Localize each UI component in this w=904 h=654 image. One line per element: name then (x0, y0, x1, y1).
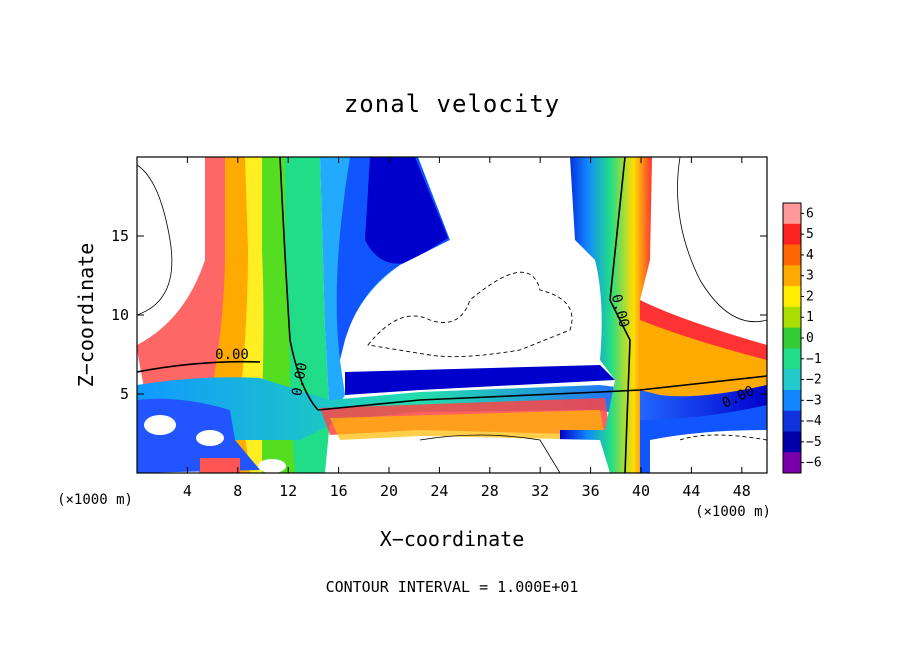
x-tick-label: 8 (233, 482, 242, 500)
colorbar-band (783, 452, 801, 474)
x-tick-label: 24 (430, 482, 448, 500)
colorbar-label: 6 (806, 206, 814, 221)
colorbar-band (783, 348, 801, 370)
x-tick-label: 44 (682, 482, 700, 500)
x-tick-label: 4 (183, 482, 192, 500)
colorbar-label: 2 (806, 289, 814, 304)
colorbar-label: 1 (806, 310, 814, 325)
colorbar-label: 4 (806, 248, 814, 263)
x-tick-label: 36 (582, 482, 600, 500)
x-tick-label: 20 (380, 482, 398, 500)
chart-title: zonal velocity (344, 90, 560, 118)
x-unit-left: (×1000 m) (57, 492, 133, 508)
x-tick-label: 40 (632, 482, 650, 500)
colorbar-band (783, 286, 801, 308)
x-axis-title: X−coordinate (380, 527, 525, 551)
colorbar-band (783, 223, 801, 246)
colorbar: 6 5 4 3 2 1 0 −1 −2 −3 −4 −5 −6 (782, 202, 822, 474)
colorbar-label: −5 (806, 435, 822, 450)
heatmap-field (137, 157, 767, 473)
colorbar-label: −6 (806, 456, 822, 471)
contour-interval-note: CONTOUR INTERVAL = 1.000E+01 (326, 578, 579, 596)
colorbar-band (783, 369, 801, 391)
colorbar-label: 5 (806, 227, 814, 242)
colorbar-band (783, 410, 801, 432)
colorbar-label: −2 (806, 373, 822, 388)
colorbar-band (783, 244, 801, 266)
y-tick-label: 10 (111, 306, 129, 324)
y-axis-title: Z−coordinate (74, 243, 98, 388)
x-tick-label: 16 (330, 482, 348, 500)
x-unit-right: (×1000 m) (695, 504, 771, 520)
contour-lines (137, 157, 767, 473)
x-tick-label: 12 (279, 482, 297, 500)
colorbar-band (783, 327, 801, 349)
x-tick-label: 28 (481, 482, 499, 500)
y-tick-label: 5 (120, 385, 129, 403)
contour-label: 0.00 (289, 361, 311, 397)
x-tick-label: 48 (733, 482, 751, 500)
y-axis-ticks: 5 10 15 (111, 227, 767, 403)
colorbar-label: −4 (806, 414, 822, 429)
colorbar-label: −3 (806, 393, 822, 408)
x-axis-ticks: 4 8 12 16 20 24 28 32 36 40 44 48 (183, 157, 751, 500)
colorbar-band (783, 389, 801, 412)
x-tick-label: 32 (531, 482, 549, 500)
negative-contour-dashed (367, 271, 767, 441)
colorbar-label: 3 (806, 269, 814, 284)
y-tick-label: 15 (111, 227, 129, 245)
colorbar-band (783, 265, 801, 287)
colorbar-band (783, 203, 801, 225)
colorbar-label: 0 (806, 331, 814, 346)
colorbar-band (783, 306, 801, 329)
colorbar-label: −1 (806, 352, 822, 367)
colorbar-band (783, 431, 801, 453)
contour-label: 0.00 (215, 347, 249, 363)
zero-contour-thin (137, 157, 767, 473)
